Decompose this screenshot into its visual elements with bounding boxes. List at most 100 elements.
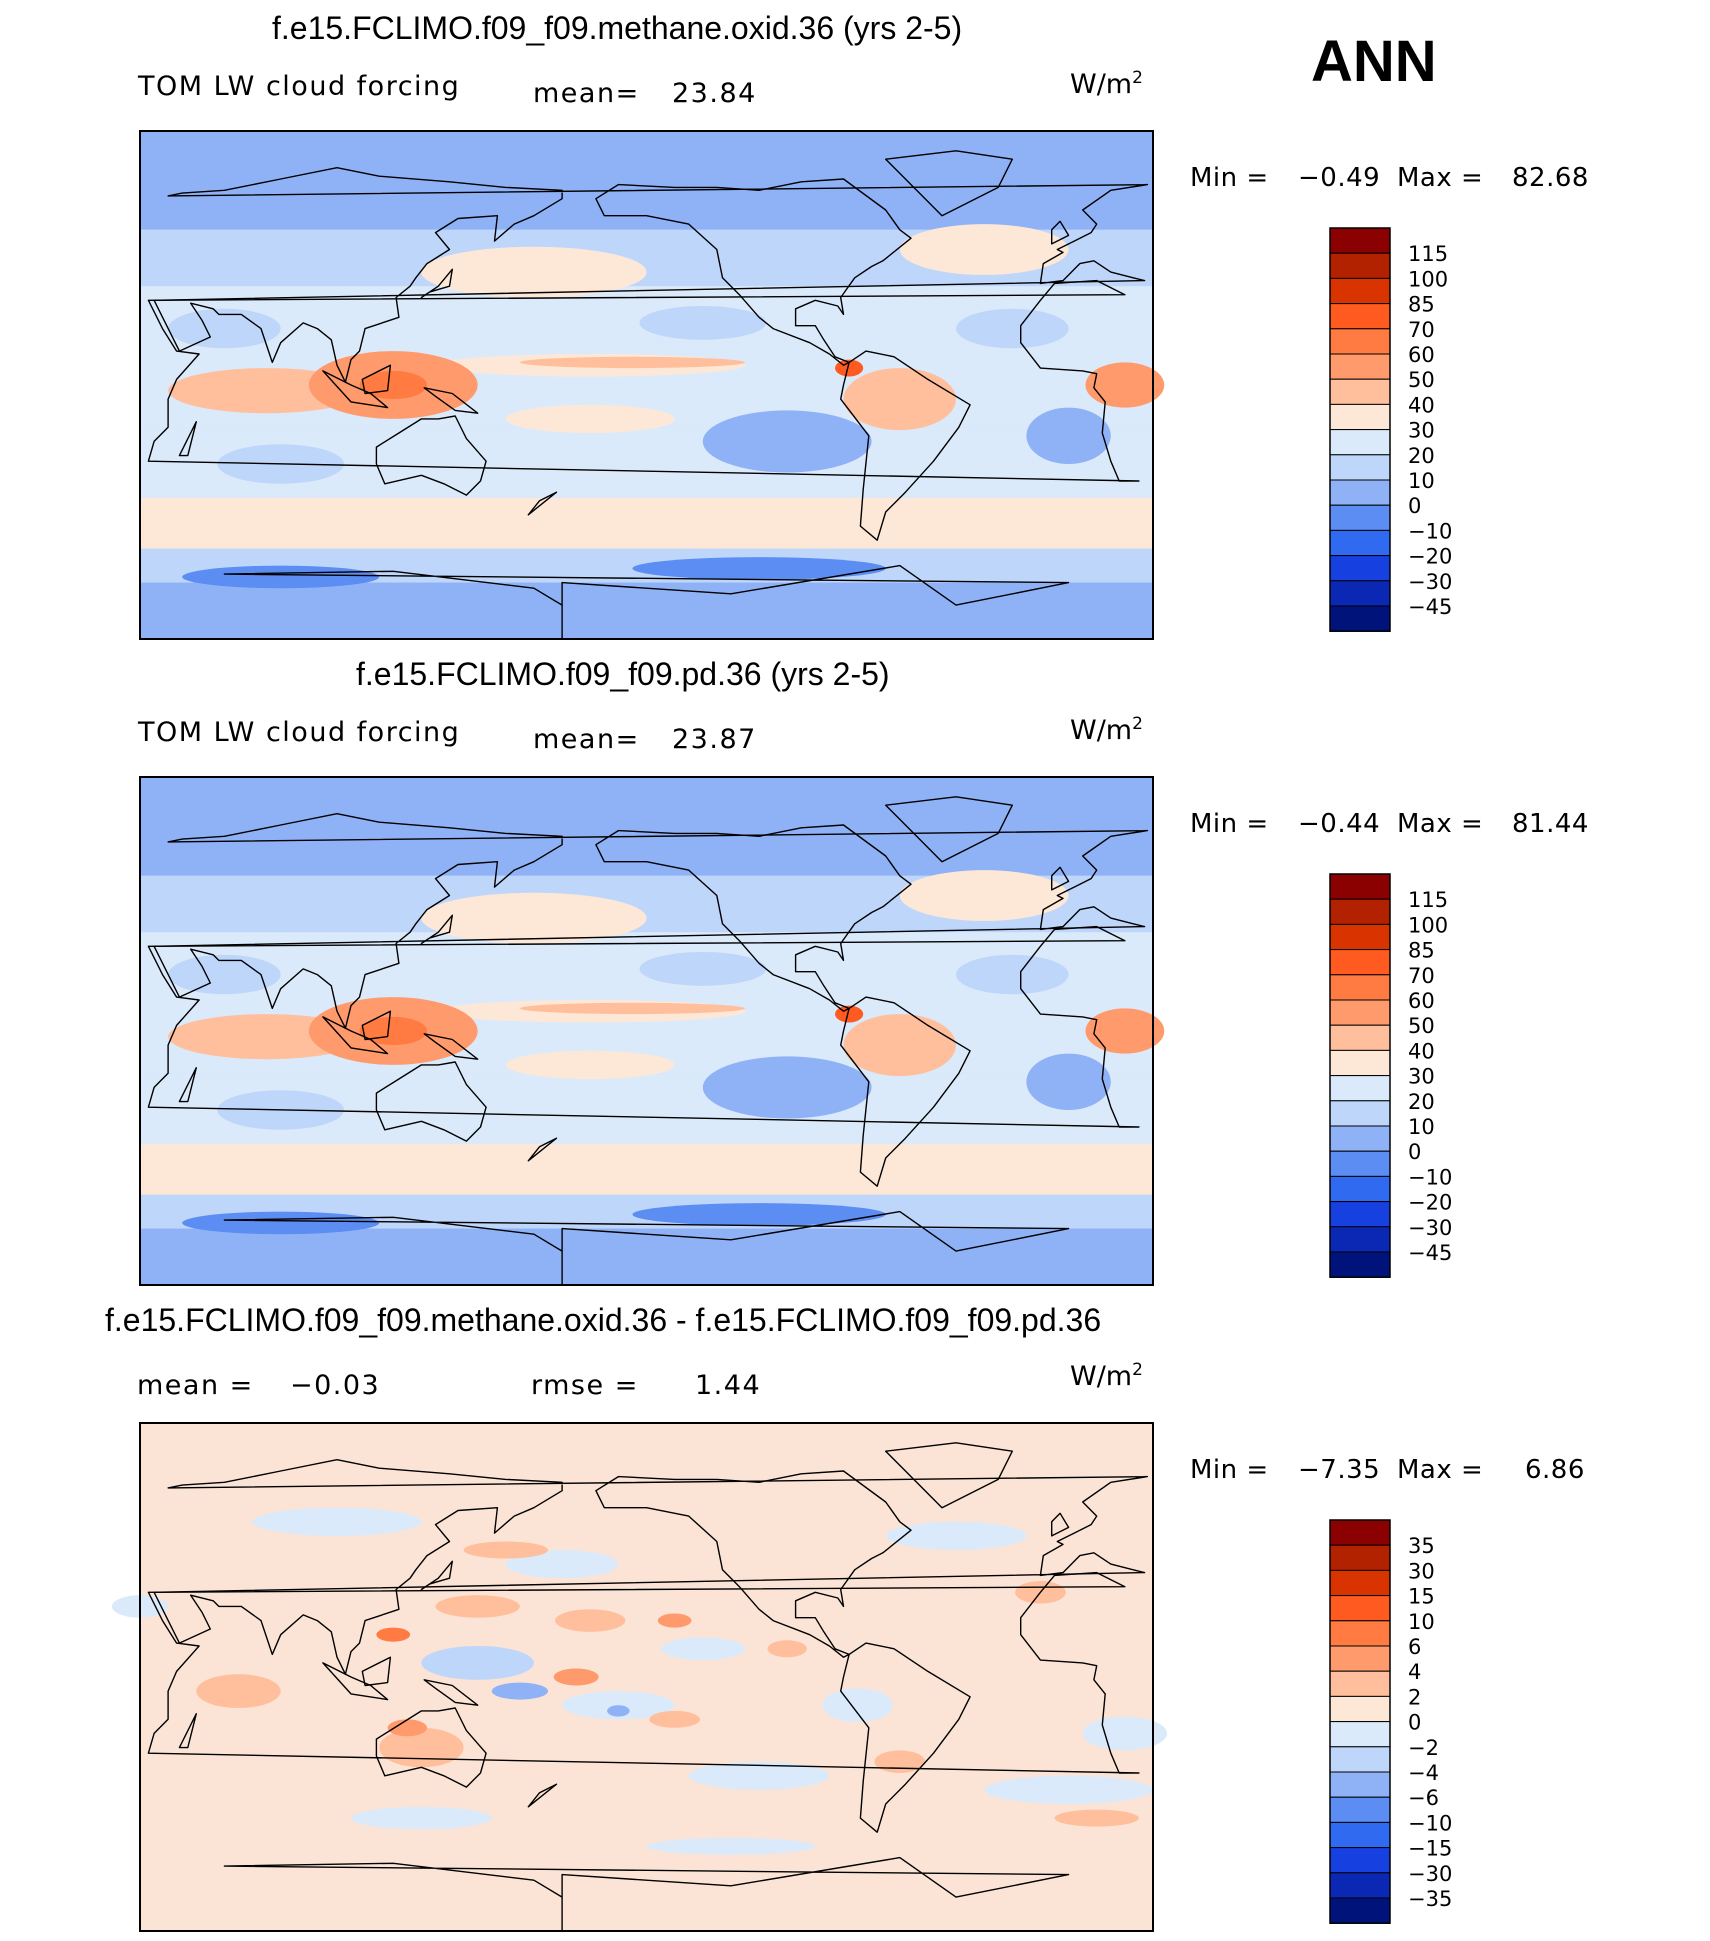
coastline [361, 364, 392, 395]
colorbar-swatch [1329, 1201, 1391, 1228]
colorbar-frame [1329, 227, 1391, 632]
coastline [361, 1656, 392, 1687]
coastline [885, 1442, 1013, 1509]
panel-2-mean-label: mean= [533, 724, 640, 755]
panel-3-max-label: Max = [1397, 1455, 1484, 1485]
panel-1-variable-label: TOM LW cloud forcing [138, 71, 461, 102]
coastline [153, 813, 1149, 1029]
panel-3-max-value: 6.86 [1525, 1455, 1585, 1485]
panel-1-mean-value: 23.84 [672, 78, 757, 109]
colorbar-tick-label: 10 [1408, 1115, 1435, 1139]
colorbar-tick-label: 15 [1408, 1585, 1435, 1609]
colorbar-swatch [1329, 1100, 1391, 1127]
contour-region [491, 1682, 549, 1700]
contour-region [421, 246, 647, 298]
colorbar-swatch [1329, 328, 1391, 355]
coastline [840, 350, 971, 541]
coastline [423, 1679, 479, 1706]
season-label: ANN [1311, 29, 1437, 94]
contour-region [1026, 1053, 1111, 1111]
contour-region [505, 1550, 619, 1579]
contour-region [1085, 362, 1165, 408]
coastline [420, 1560, 453, 1591]
colorbar-tick-label: −45 [1408, 1241, 1452, 1265]
colorbar-tick-label: 70 [1408, 964, 1435, 988]
contour-region [376, 1627, 411, 1642]
colorbar-swatch [1329, 580, 1391, 607]
colorbar-swatch [1329, 1695, 1391, 1723]
contour-region [899, 224, 1069, 275]
colorbar-tick-label: −20 [1408, 1191, 1452, 1215]
map-frame [139, 776, 1154, 1286]
panel-2-mean-value: 23.87 [672, 724, 757, 755]
panel-2-variable-label: TOM LW cloud forcing [138, 717, 461, 748]
contour-fill-layer [140, 131, 1165, 639]
colorbar-swatch [1329, 403, 1391, 431]
contour-fill-layer [140, 777, 1165, 1285]
panel-1-map [139, 130, 1165, 640]
coastline [423, 1033, 479, 1060]
colorbar-tick-label: 85 [1408, 293, 1435, 317]
colorbar-tick-label: −4 [1408, 1761, 1439, 1785]
coastline [595, 178, 912, 366]
colorbar-swatch [1329, 923, 1391, 951]
contour-region [607, 1705, 630, 1717]
contour-region [1082, 1716, 1168, 1751]
contour-band [140, 1228, 1153, 1285]
coastline [527, 1137, 558, 1162]
colorbar-tick-label: 6 [1408, 1635, 1421, 1659]
colorbar-tick-label: 60 [1408, 343, 1435, 367]
contour-region [182, 565, 380, 589]
map-frame [139, 1422, 1154, 1932]
panel-1-units: W/m2 [1070, 68, 1143, 100]
colorbar-swatch [1329, 504, 1391, 531]
coastline [375, 1707, 487, 1788]
colorbar-tick-label: 85 [1408, 939, 1435, 963]
coastline [1051, 1512, 1070, 1537]
contour-band [140, 497, 1153, 549]
colorbar-tick-label: 60 [1408, 989, 1435, 1013]
contour-region [1054, 1809, 1139, 1827]
contour-region [956, 954, 1069, 995]
panel-3-rmse-value: 1.44 [695, 1370, 762, 1401]
colorbar-tick-label: 115 [1408, 242, 1448, 266]
colorbar-tick-label: 115 [1408, 888, 1448, 912]
panel-2-min-label: Min = [1190, 809, 1269, 839]
coastline [322, 1662, 389, 1701]
coastline [223, 564, 1070, 640]
colorbar-swatch [1329, 999, 1391, 1026]
coastline [423, 387, 479, 414]
contour-region [421, 1645, 534, 1680]
colorbar-swatch [1329, 873, 1391, 900]
colorbar-swatch [1329, 1746, 1391, 1773]
colorbar-swatch [1329, 1544, 1391, 1571]
colorbar-tick-label: 50 [1408, 1014, 1435, 1038]
colorbar-swatch [1329, 454, 1391, 481]
colorbar-tick-label: −35 [1408, 1887, 1452, 1911]
colorbar-swatch [1329, 252, 1391, 279]
coastline [840, 996, 971, 1187]
contour-region [351, 1806, 492, 1830]
contour-band [140, 777, 1153, 876]
colorbar-swatch [1329, 1847, 1391, 1874]
colorbar-swatch [1329, 1872, 1391, 1899]
contour-region [182, 1211, 380, 1235]
contour-band [140, 1143, 1153, 1195]
panel-3-map [111, 1422, 1168, 1932]
panel-3-title: f.e15.FCLIMO.f09_f09.methane.oxid.36 - f… [105, 1302, 1102, 1338]
contour-region [688, 1761, 830, 1790]
colorbar-swatch [1329, 1670, 1391, 1697]
contour-region [252, 1507, 422, 1536]
coastline [420, 914, 453, 945]
colorbar-swatch [1329, 555, 1391, 582]
contour-region [1026, 407, 1111, 465]
contour-region [168, 308, 281, 349]
contour-region [519, 356, 745, 369]
colorbar-swatch [1329, 1620, 1391, 1647]
colorbar-frame [1329, 873, 1391, 1278]
colorbar-swatch [1329, 974, 1391, 1001]
contour-region [984, 1775, 1153, 1804]
colorbar-swatch [1329, 949, 1391, 976]
